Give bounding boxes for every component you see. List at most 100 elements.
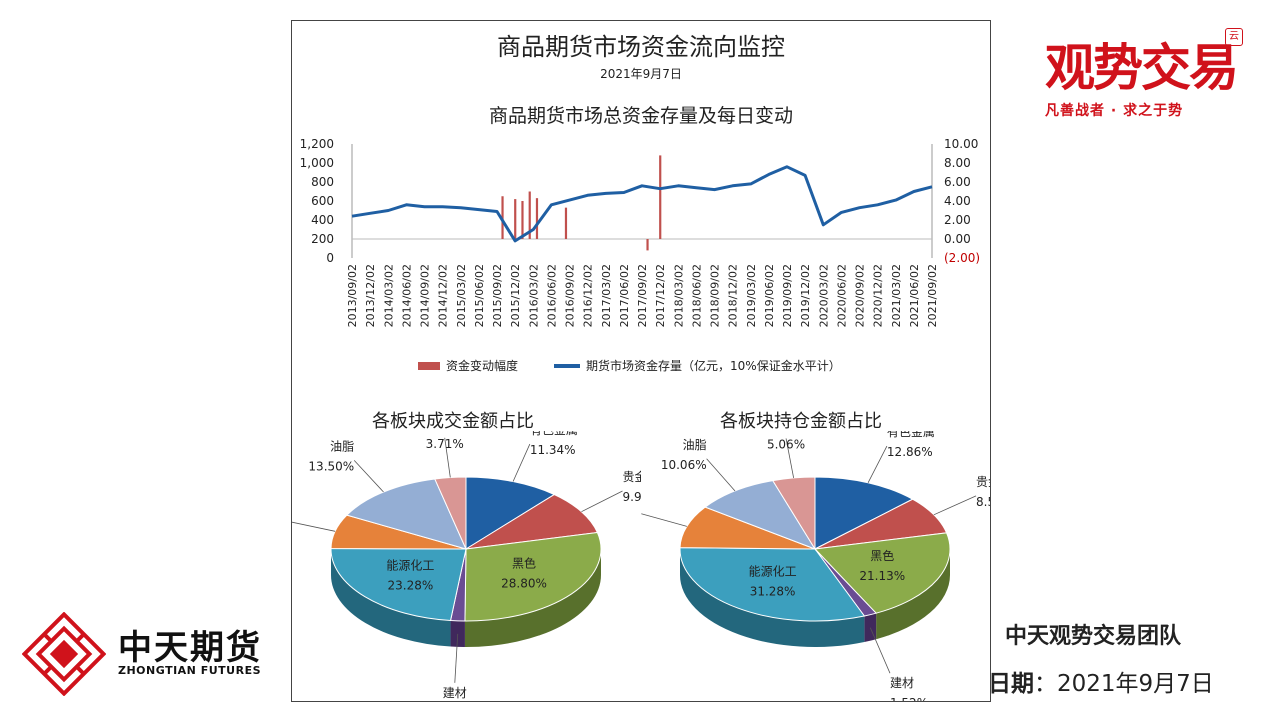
company-logo-icon <box>22 612 106 696</box>
x-tick-label: 2018/12/02 <box>727 264 740 327</box>
pie-leader-line <box>706 458 736 492</box>
pie-value-label: 3.71% <box>426 437 464 451</box>
pie1-title: 各板块成交金额占比 <box>372 411 534 432</box>
x-tick-label: 2017/09/02 <box>636 264 649 327</box>
y-tick-label: 600 <box>311 194 334 208</box>
y-tick-label: 1,000 <box>300 156 334 170</box>
change-bar <box>514 199 517 239</box>
pie-value-label: 12.86% <box>887 445 933 459</box>
pie-slice <box>813 532 951 614</box>
pie-slice <box>771 476 816 551</box>
pie-leader-line <box>785 438 795 478</box>
pie-category-label: 建材 <box>890 676 914 690</box>
x-tick-label: 2017/12/02 <box>654 264 667 327</box>
y2-tick-label: 4.00 <box>944 194 971 208</box>
y2-tick-label: 8.00 <box>944 156 971 170</box>
y2-tick-label: 6.00 <box>944 175 971 189</box>
x-tick-label: 2016/12/02 <box>582 264 595 327</box>
pie-slice-side <box>331 549 451 647</box>
company-name-cn: 中天期货 <box>118 628 262 668</box>
x-tick-label: 2018/09/02 <box>709 264 722 327</box>
date-value: 2021年9月7日 <box>1057 671 1214 697</box>
pie-value-label: 13.50% <box>308 459 354 473</box>
y-tick-label: 200 <box>311 232 334 246</box>
x-tick-label: 2019/09/02 <box>781 264 794 327</box>
x-tick-label: 2015/09/02 <box>491 264 504 327</box>
pie-leader-line <box>444 437 451 478</box>
y-tick-label: 0 <box>326 251 334 265</box>
pie-value-label: 10.06% <box>661 458 707 472</box>
pie-leader-line <box>454 633 459 683</box>
pie-value-label: 1.52% <box>890 696 928 701</box>
brand-logo: 观势交易 云 凡善战者 · 求之于势 <box>1045 28 1245 119</box>
pie-leader-line <box>641 513 687 527</box>
x-tick-label: 2016/03/02 <box>527 264 540 327</box>
pie-category-label: 油脂 <box>683 437 707 452</box>
pie-category-label: 建材 <box>443 686 467 700</box>
line-chart-legend: 资金变动幅度 期货市场资金存量（亿元，10%保证金水平计） <box>418 357 841 374</box>
x-tick-label: 2019/12/02 <box>799 264 812 327</box>
pie-category-label: 黑色 <box>512 557 536 571</box>
pie-category-label: 能源化工 <box>749 565 797 579</box>
pie-slice <box>465 493 599 550</box>
report-panel: 商品期货市场资金流向监控 2021年9月7日 商品期货市场总资金存量及每日变动 … <box>291 20 991 702</box>
legend-label-bar: 资金变动幅度 <box>446 359 519 373</box>
pie-value-label: 9.98% <box>623 490 641 504</box>
y2-tick-label: (2.00) <box>944 251 980 265</box>
pie-category-label: 油脂 <box>330 438 354 453</box>
change-bar <box>521 201 524 239</box>
stock-line <box>351 165 933 243</box>
y-tick-label: 1,200 <box>300 137 334 151</box>
legend-label-line: 期货市场资金存量（亿元，10%保证金水平计） <box>586 359 841 373</box>
change-bar <box>528 191 531 239</box>
pie-category-label: 贵金属 <box>623 469 641 484</box>
pie-value-label: 23.28% <box>388 578 434 592</box>
x-tick-label: 2016/09/02 <box>564 264 577 327</box>
x-tick-label: 2018/03/02 <box>672 264 685 327</box>
report-date: 2021年9月7日 <box>600 67 682 81</box>
y-tick-label: 400 <box>311 213 334 227</box>
pie-slice-side <box>450 620 465 647</box>
x-tick-label: 2017/06/02 <box>618 264 631 327</box>
pie-category-label: 有色金属 <box>530 431 578 437</box>
line-chart: 1,200 1,000 800 600 400 200 0 10.00 8.00 6.00 4.00… <box>300 137 980 327</box>
x-tick-label: 2020/03/02 <box>817 264 830 327</box>
x-tick-label: 2021/06/02 <box>908 264 921 327</box>
pie-slice <box>704 480 817 550</box>
date-separator: ： <box>1034 671 1057 697</box>
pie-slice <box>679 506 816 550</box>
pie-leader-line <box>933 495 977 516</box>
pie-leader-line <box>869 627 891 674</box>
x-tick-label: 2015/06/02 <box>473 264 486 327</box>
pie-value-label: 28.80% <box>501 577 547 591</box>
pie-leader-line <box>353 460 384 493</box>
pie-value-label: 8.54% <box>976 495 990 509</box>
company-logo: 中天期货 ZHONGTIAN FUTURES <box>22 610 272 700</box>
pie-value-label: 21.13% <box>859 569 905 583</box>
x-tick-label: 2014/03/02 <box>382 264 395 327</box>
change-bar <box>646 239 649 251</box>
pie-chart-position: 有色金属 12.86% 贵金属 8.54% 黑色 21.13% 建材 1.52% 能源化工 31.… <box>641 431 990 701</box>
pie-value-label: 31.28% <box>750 585 796 599</box>
change-bar <box>501 196 504 239</box>
pie-slice <box>330 548 467 622</box>
x-tick-label: 2019/06/02 <box>763 264 776 327</box>
pie-category-label: 有色金属 <box>887 431 935 439</box>
x-tick-label: 2016/06/02 <box>545 264 558 327</box>
pie-leader-line <box>512 443 531 482</box>
x-tick-label: 2020/12/02 <box>872 264 885 327</box>
date-label: 日期 <box>988 671 1034 697</box>
brand-name: 观势交易 <box>1045 38 1239 97</box>
pie2-title: 各板块持仓金额占比 <box>720 411 882 432</box>
x-tick-label: 2013/12/02 <box>364 264 377 327</box>
team-name: 中天观势交易团队 <box>1005 624 1182 649</box>
pie-slice-side <box>464 549 601 647</box>
company-name-en: ZHONGTIAN FUTURES <box>118 664 262 677</box>
pie-leader-line <box>581 490 623 513</box>
pie-category-label: 黑色 <box>870 549 894 563</box>
pie-slice <box>464 531 602 622</box>
x-tick-label: 2013/09/02 <box>346 264 359 327</box>
line-chart-title: 商品期货市场总资金存量及每日变动 <box>488 105 793 127</box>
change-bar <box>535 198 539 239</box>
pie-value-label: 5.06% <box>767 437 805 451</box>
